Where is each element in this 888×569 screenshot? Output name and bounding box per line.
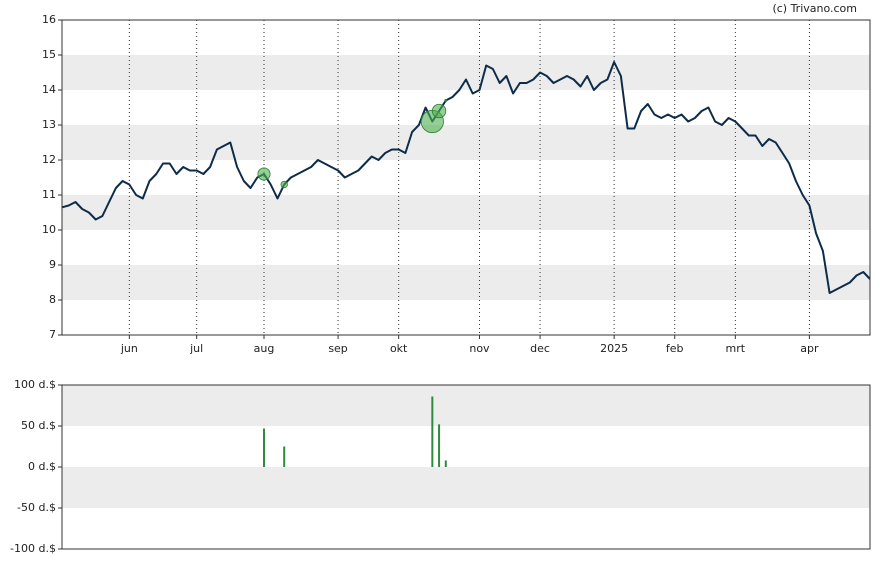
band bbox=[62, 265, 870, 300]
attribution: (c) Trivano.com bbox=[772, 2, 857, 15]
y-tick-label: 11 bbox=[42, 188, 56, 201]
bar bbox=[283, 446, 286, 467]
x-tick-label: aug bbox=[254, 342, 275, 355]
y-tick-label: 9 bbox=[49, 258, 56, 271]
x-tick-label: dec bbox=[530, 342, 550, 355]
y-tick-label: 13 bbox=[42, 118, 56, 131]
x-tick-label: apr bbox=[800, 342, 819, 355]
bubble bbox=[257, 167, 271, 181]
y-tick-label: -50 d.$ bbox=[17, 501, 56, 514]
y-tick-label: -100 d.$ bbox=[10, 542, 56, 555]
band bbox=[62, 125, 870, 160]
band bbox=[62, 467, 870, 508]
x-tick-label: jun bbox=[120, 342, 138, 355]
bar bbox=[431, 396, 434, 467]
x-tick-label: sep bbox=[328, 342, 347, 355]
band bbox=[62, 385, 870, 426]
band bbox=[62, 55, 870, 90]
y-tick-label: 0 d.$ bbox=[28, 460, 56, 473]
plot-border bbox=[61, 384, 871, 550]
y-tick-label: 100 d.$ bbox=[14, 378, 56, 391]
y-tick-label: 50 d.$ bbox=[21, 419, 56, 432]
y-tick-label: 10 bbox=[42, 223, 56, 236]
y-tick-label: 12 bbox=[42, 153, 56, 166]
y-tick-label: 16 bbox=[42, 13, 56, 26]
band bbox=[62, 195, 870, 230]
x-tick-label: okt bbox=[390, 342, 408, 355]
bubble bbox=[431, 103, 447, 119]
x-tick-label: mrt bbox=[726, 342, 746, 355]
x-tick-label: jul bbox=[189, 342, 203, 355]
bar bbox=[263, 428, 265, 467]
y-tick-label: 7 bbox=[49, 328, 56, 341]
price-line bbox=[61, 61, 871, 294]
x-tick-label: 2025 bbox=[600, 342, 628, 355]
bubble bbox=[280, 180, 288, 189]
plot-border bbox=[61, 19, 871, 336]
bar bbox=[444, 460, 447, 467]
y-tick-label: 8 bbox=[49, 293, 56, 306]
bubble bbox=[444, 99, 448, 102]
x-tick-label: nov bbox=[469, 342, 490, 355]
bar bbox=[438, 424, 441, 467]
x-tick-label: feb bbox=[666, 342, 684, 355]
y-tick-label: 15 bbox=[42, 48, 56, 61]
y-tick-label: 14 bbox=[42, 83, 56, 96]
